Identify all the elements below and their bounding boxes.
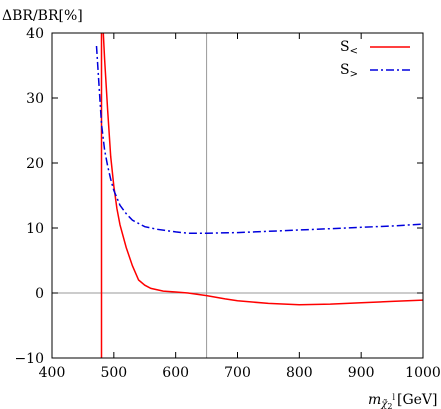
- y-tick-label: 20: [26, 156, 44, 172]
- legend-s-greater-name: S: [340, 62, 350, 78]
- plot-frame: [51, 32, 424, 359]
- legend-label-s-less: S<: [340, 39, 358, 57]
- ticks-group: 400 500 600 700 800 900 1000 −10 0 10 20 30 40: [14, 26, 440, 381]
- series-group: [95, 32, 424, 358]
- x-tick-label: 600: [162, 365, 189, 381]
- legend-s-greater-sub: >: [350, 69, 358, 80]
- series-0-segment-1: [102, 32, 424, 306]
- y-tick-label: 40: [26, 26, 44, 42]
- y-tick-label: 10: [26, 221, 44, 237]
- x-axis-title-main: m: [368, 392, 381, 408]
- series-1-segment-0: [95, 45, 424, 234]
- x-tick-label: 700: [224, 365, 251, 381]
- x-tick-label: 900: [348, 365, 375, 381]
- y-tick-label: 0: [35, 286, 44, 302]
- legend-s-less-name: S: [340, 39, 350, 55]
- x-axis-title-sub-index: 2: [387, 402, 392, 409]
- x-axis-title-unit: [GeV]: [397, 392, 438, 408]
- x-tick-label: 400: [39, 365, 66, 381]
- legend-label-s-greater: S>: [340, 62, 358, 80]
- x-axis-title-sub: χ̃: [380, 399, 388, 409]
- x-axis-title-sup: l: [392, 393, 395, 402]
- y-tick-label: 30: [26, 91, 44, 107]
- x-tick-label: 1000: [405, 365, 441, 381]
- legend: S< S>: [340, 39, 410, 80]
- x-tick-label: 800: [286, 365, 313, 381]
- x-tick-label: 500: [100, 365, 127, 381]
- y-axis-title: ΔBR/BR[%]: [2, 8, 83, 24]
- y-tick-label: −10: [14, 351, 44, 367]
- x-axis-title: mχ̃2l [GeV]: [368, 392, 438, 409]
- legend-s-less-sub: <: [350, 46, 358, 57]
